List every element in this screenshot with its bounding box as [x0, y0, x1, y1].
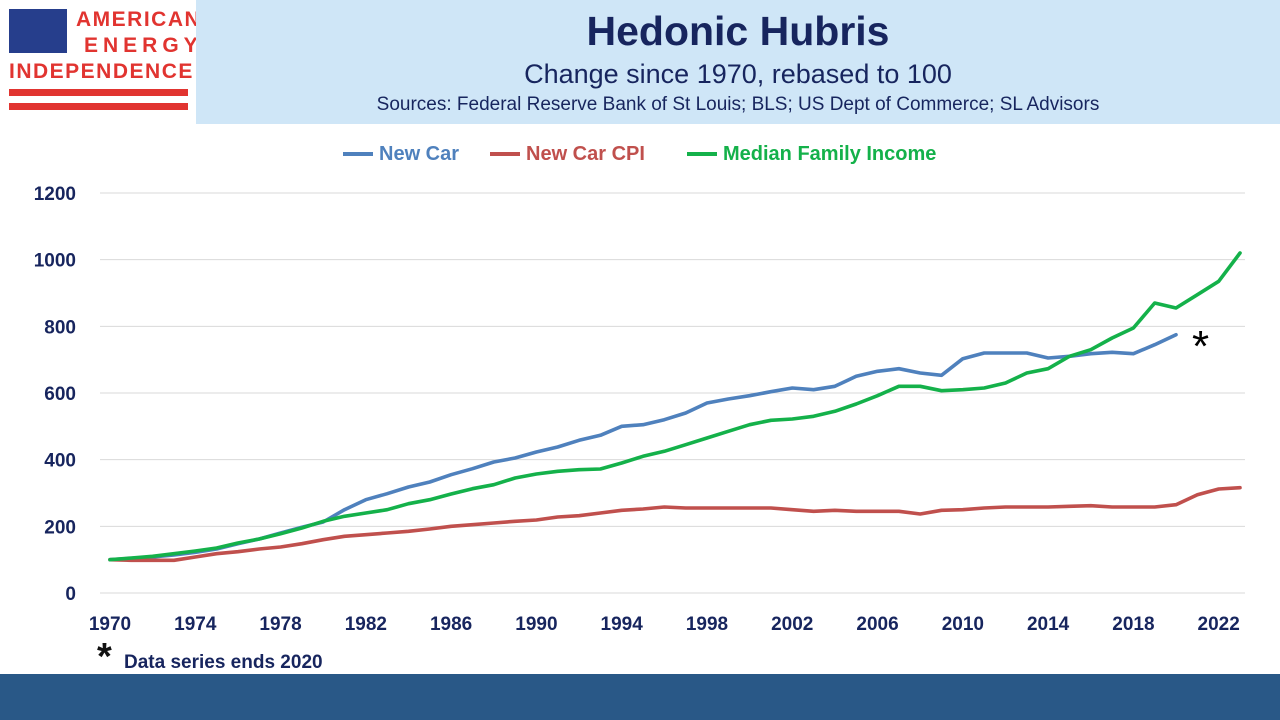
logo: AMERICAN ENERGY INDEPENDENCE: [0, 0, 200, 124]
chart-sources: Sources: Federal Reserve Bank of St Loui…: [376, 94, 1100, 115]
x-tick-label-1990: 1990: [515, 614, 557, 635]
x-tick-label-1994: 1994: [601, 614, 644, 635]
footer-band: [0, 674, 1280, 720]
y-tick-label-1000: 1000: [34, 251, 76, 272]
x-tick-label-1982: 1982: [345, 614, 387, 635]
legend-swatch-new-car: [343, 152, 373, 156]
x-tick-label-1974: 1974: [174, 614, 217, 635]
legend-item-new-car: New Car: [343, 140, 459, 168]
x-tick-label-1986: 1986: [430, 614, 472, 635]
x-tick-label-2014: 2014: [1027, 614, 1070, 635]
legend-item-new-car-cpi: New Car CPI: [490, 140, 645, 168]
x-tick-label-2010: 2010: [942, 614, 984, 635]
legend-label-median-family-income: Median Family Income: [723, 142, 937, 165]
logo-text-line1: AMERICAN: [76, 8, 202, 31]
header-band: [196, 0, 1280, 124]
logo-stripe-red-1: [9, 89, 188, 96]
x-tick-label-1998: 1998: [686, 614, 728, 635]
y-tick-label-400: 400: [44, 451, 76, 472]
chart-subtitle: Change since 1970, rebased to 100: [524, 59, 952, 89]
y-tick-label-200: 200: [44, 517, 76, 538]
series-line-new-car-cpi: [108, 485, 1242, 563]
logo-stripe-red-2: [9, 103, 188, 110]
x-tick-label-1978: 1978: [259, 614, 301, 635]
legend-swatch-median-family-income: [687, 152, 717, 156]
footnote-symbol: *: [97, 636, 112, 678]
chart-title: Hedonic Hubris: [586, 8, 890, 54]
logo-text-line2: ENERGY: [84, 34, 203, 57]
legend-label-new-car-cpi: New Car CPI: [526, 142, 645, 165]
y-tick-label-0: 0: [65, 584, 76, 605]
series-line-median-family-income: [108, 251, 1242, 562]
x-tick-label-1970: 1970: [89, 614, 131, 635]
y-tick-label-600: 600: [44, 384, 76, 405]
series-end-marker: *: [1192, 322, 1210, 371]
x-tick-label-2006: 2006: [856, 614, 898, 635]
legend-label-new-car: New Car: [379, 142, 460, 165]
logo-text-line3: INDEPENDENCE: [9, 60, 194, 83]
legend-swatch-new-car-cpi: [490, 152, 520, 156]
y-tick-label-1200: 1200: [34, 184, 76, 205]
x-tick-label-2022: 2022: [1198, 614, 1240, 635]
y-tick-label-800: 800: [44, 317, 76, 338]
x-tick-label-2018: 2018: [1112, 614, 1154, 635]
chart-legend: New Car New Car CPI Median Family Income: [0, 140, 1280, 168]
x-tick-label-2002: 2002: [771, 614, 813, 635]
footnote-text: Data series ends 2020: [124, 652, 323, 673]
flag-icon: [9, 9, 67, 53]
legend-item-median-family-income: Median Family Income: [687, 140, 936, 168]
